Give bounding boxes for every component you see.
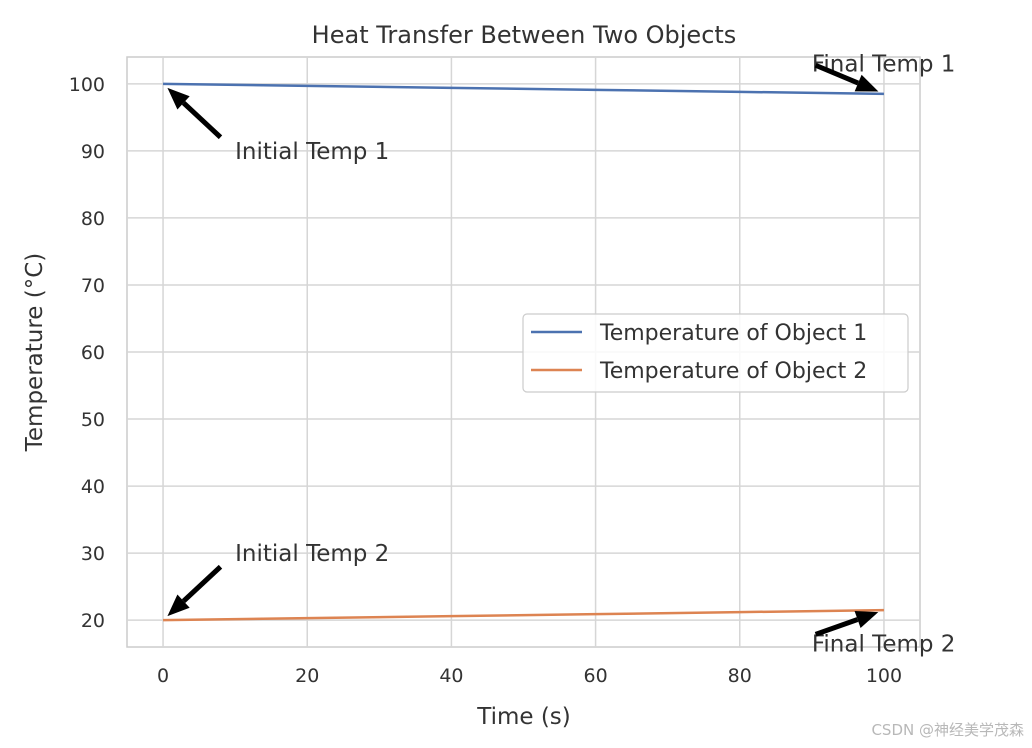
annotation-label-init2: Initial Temp 2	[235, 541, 389, 567]
annotation-arrow-final1	[814, 62, 879, 92]
y-tick-label: 80	[81, 208, 105, 230]
legend-entry-object-2: Temperature of Object 2	[599, 359, 867, 384]
y-tick-label: 70	[81, 275, 105, 297]
annotation-arrow-init2	[167, 564, 223, 617]
x-tick-label: 100	[866, 665, 902, 687]
y-tick-label: 20	[81, 610, 105, 632]
chart-title: Heat Transfer Between Two Objects	[312, 21, 737, 49]
x-tick-label: 0	[157, 665, 169, 687]
x-tick-label: 20	[295, 665, 319, 687]
y-tick-label: 40	[81, 476, 105, 498]
y-tick-labels: 20 30 40 50 60 70 80 90 100	[69, 74, 105, 632]
watermark: CSDN @神经美学茂森	[871, 721, 1024, 739]
annotation-arrow-init1	[167, 87, 223, 140]
legend: Temperature of Object 1 Temperature of O…	[522, 313, 909, 393]
x-tick-label: 80	[728, 665, 752, 687]
annotation-label-init1: Initial Temp 1	[235, 139, 389, 165]
annotation-arrow-final2	[814, 610, 879, 637]
x-tick-labels: 0 20 40 60 80 100	[157, 665, 902, 687]
y-tick-label: 30	[81, 543, 105, 565]
series-lines	[163, 82, 884, 622]
x-axis-label: Time (s)	[476, 704, 571, 730]
y-tick-label: 100	[69, 74, 105, 96]
y-axis-label: Temperature (°C)	[22, 253, 48, 453]
y-tick-label: 50	[81, 409, 105, 431]
legend-entry-object-1: Temperature of Object 1	[599, 321, 867, 346]
series-line-object-1	[163, 82, 884, 96]
annotation-label-final2: Final Temp 2	[812, 632, 956, 658]
legend-box	[522, 313, 909, 393]
y-tick-label: 60	[81, 342, 105, 364]
x-tick-label: 40	[439, 665, 463, 687]
series-line-object-2	[163, 608, 884, 622]
y-tick-label: 90	[81, 141, 105, 163]
x-tick-label: 60	[583, 665, 607, 687]
